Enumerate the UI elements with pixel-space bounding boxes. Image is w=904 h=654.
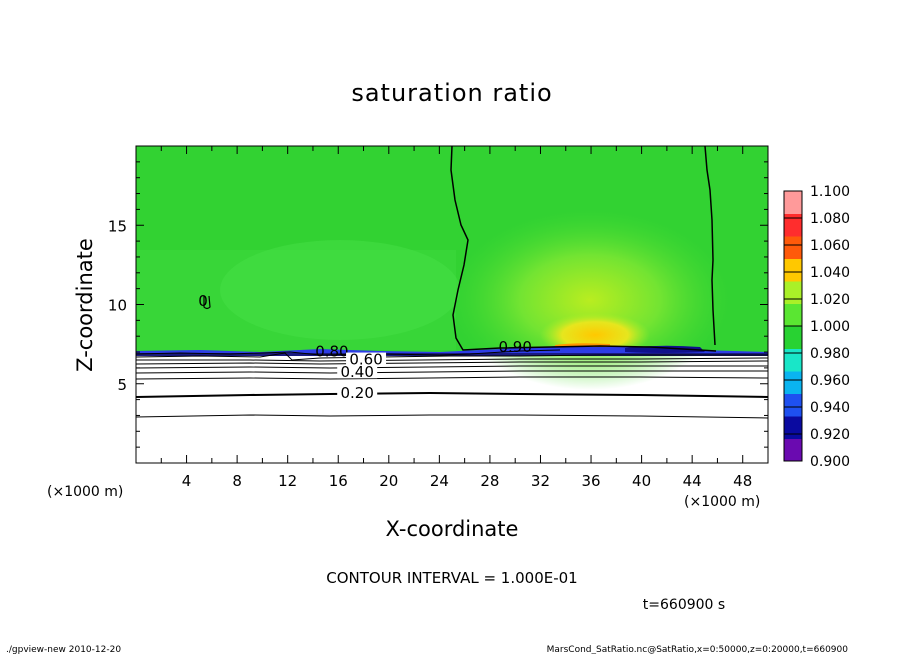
contour-label-bg: [337, 385, 378, 399]
contour-0.7: [136, 357, 769, 362]
x-tick-label: 16: [329, 472, 348, 490]
contour-0.4: [135, 370, 768, 374]
x-tick-label: 24: [430, 472, 449, 490]
colorbar-label: 1.040: [810, 265, 850, 281]
colorbar-label: 1.000: [810, 319, 850, 335]
colorbar-label: 0.920: [810, 427, 850, 443]
colorbar-swatch: [784, 416, 802, 439]
contour-label: 0.20: [340, 384, 373, 402]
contour-0.5: [135, 365, 768, 369]
warm-region: [450, 210, 730, 390]
contour-mid-vertical: [450, 145, 717, 352]
x-axis-ticks: 4 8 12 16 20 24 28 32 36 40 44 48: [160, 146, 752, 490]
mid-bright-patch: [220, 240, 460, 340]
colorbar-swatch: [784, 348, 802, 372]
colorbar-label: 1.080: [810, 211, 850, 227]
contour-0.6: [135, 360, 769, 365]
contour-0.1: [135, 414, 769, 419]
x-tick-label: 32: [531, 472, 550, 490]
colorbar-swatch: [784, 303, 802, 327]
colorbar-label: 1.060: [810, 238, 850, 254]
colorbar-swatch: [784, 438, 802, 462]
colorbar-swatch: [784, 258, 802, 282]
contour-right-vertical: [704, 145, 716, 346]
y-axis-ticks: 5 10 15: [108, 161, 768, 448]
x-tick-label: 20: [379, 472, 398, 490]
x-axis-label: X-coordinate: [386, 517, 519, 541]
x-tick-label: 12: [278, 472, 297, 490]
contour-label: 0.80: [315, 343, 348, 361]
x-tick-label: 48: [733, 472, 752, 490]
contour-label-bg: [346, 352, 387, 366]
y-tick-label: 10: [108, 297, 127, 315]
chart-title: saturation ratio: [351, 79, 552, 107]
contour-label: 0.60: [349, 351, 382, 369]
x-unit-right: (×1000 m): [684, 494, 760, 510]
x-tick-label: 4: [182, 472, 192, 490]
x-tick-label: 44: [683, 472, 702, 490]
y-tick-label: 15: [108, 217, 127, 235]
x-unit-left: (×1000 m): [47, 484, 123, 500]
colorbar-label: 0.900: [810, 454, 850, 470]
colorbar-swatch: [784, 393, 802, 417]
contour-label: 0: [198, 292, 208, 310]
colorbar-label: 1.020: [810, 292, 850, 308]
contour-0.3: [135, 376, 769, 380]
contour-label: 0.40: [340, 363, 373, 381]
footer-right: MarsCond_SatRatio.nc@SatRatio,x=0:50000,…: [547, 645, 849, 654]
footer-left: ./gpview-new 2010-12-20: [6, 645, 121, 654]
contour-label: 0.90: [498, 338, 531, 356]
x-tick-label: 8: [232, 472, 242, 490]
colorbar-swatch: [784, 213, 802, 237]
x-tick-label: 28: [480, 472, 499, 490]
x-tick-label: 40: [632, 472, 651, 490]
colorbar-swatch: [784, 281, 802, 304]
colorbar-swatch: [784, 326, 802, 349]
time-text: t=660900 s: [643, 597, 725, 613]
colorbar-swatch: [784, 236, 802, 259]
x-tick-label: 36: [581, 472, 600, 490]
contour-label-bg: [337, 365, 378, 379]
colorbar-label: 0.980: [810, 346, 850, 362]
colorbar-swatch: [784, 371, 802, 394]
contour-small-loop: [203, 295, 211, 310]
contour-labels: 0.80 0.600.40 0.20 0.90 0: [198, 292, 532, 402]
colorbar-label: 0.960: [810, 373, 850, 389]
y-axis-label: Z-coordinate: [73, 238, 97, 372]
colorbar-swatch: [784, 191, 802, 214]
y-tick-label: 5: [117, 376, 127, 394]
colorbar-label: 0.940: [810, 400, 850, 416]
colorbar: 0.900 0.920 0.940 0.960 0.980 1.000 1.020 1.040…: [783, 184, 850, 470]
colorbar-label: 1.100: [810, 184, 850, 200]
contour-0.2: [135, 391, 769, 398]
contour-interval-text: CONTOUR INTERVAL = 1.000E-01: [326, 569, 577, 587]
